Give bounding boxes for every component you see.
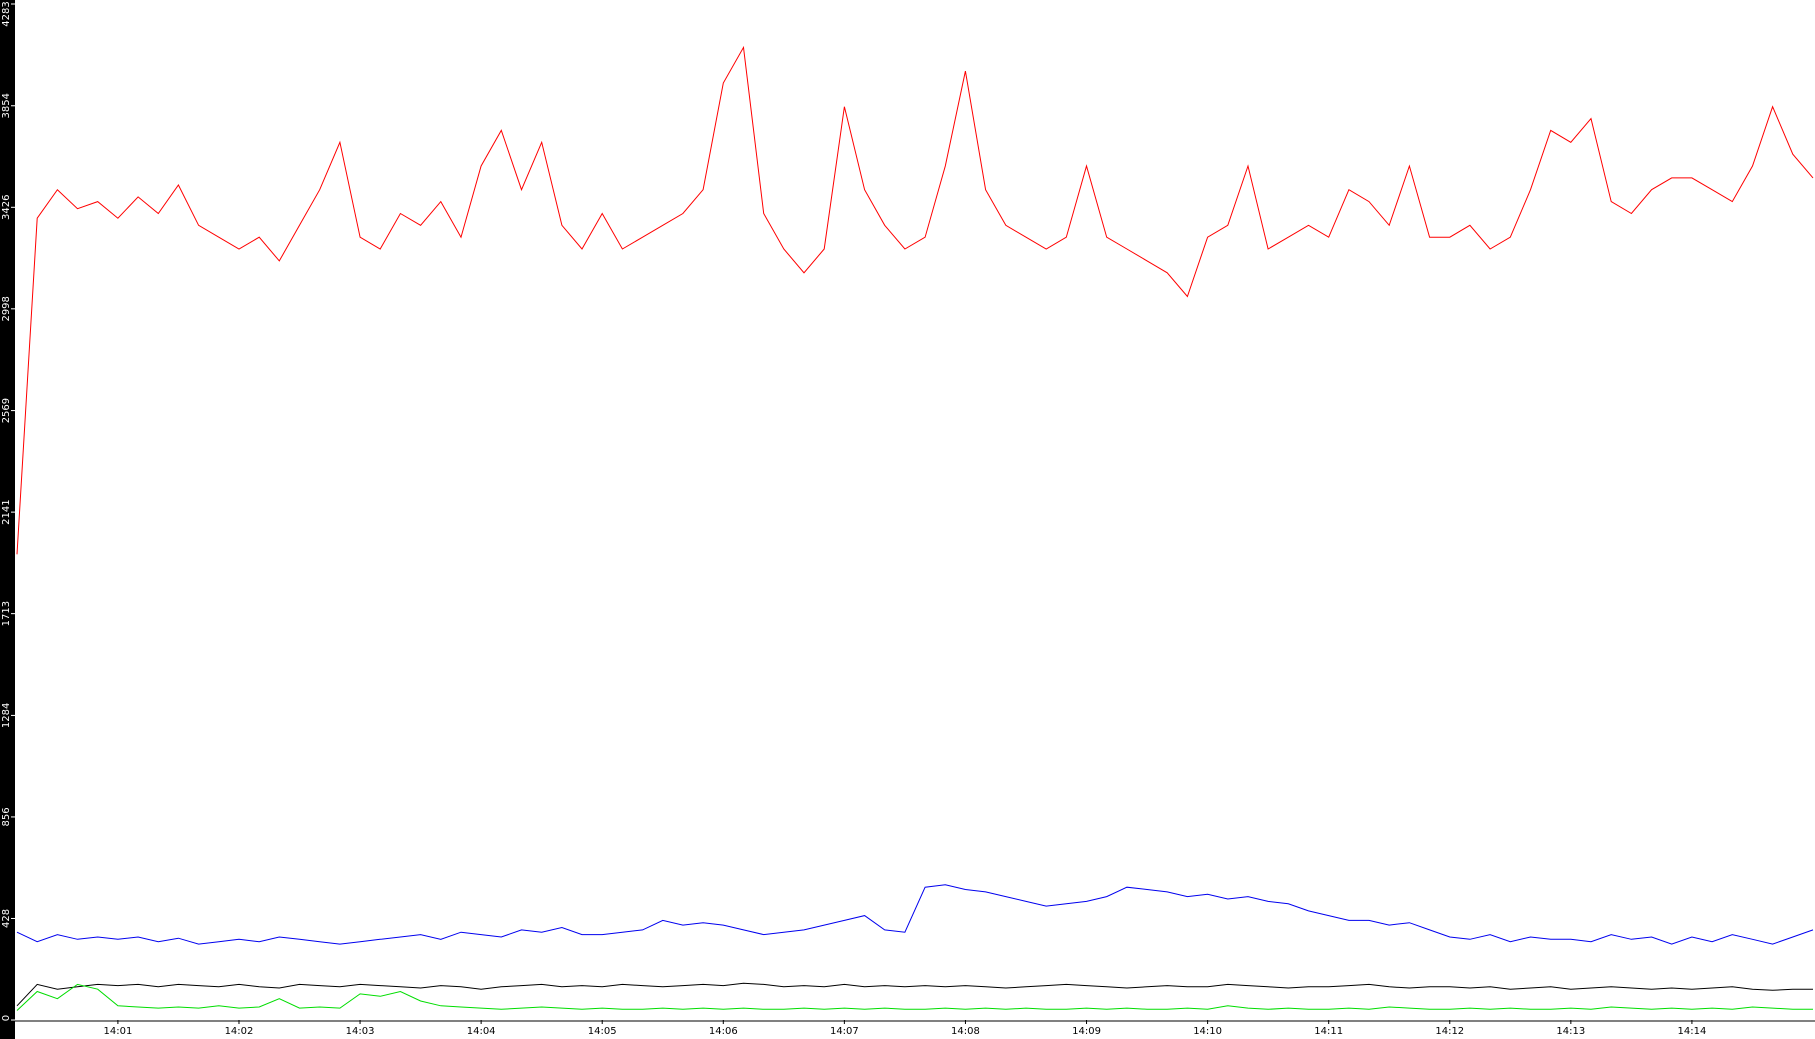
x-tick-label: 14:09 xyxy=(1072,1026,1101,1037)
y-tick-label: 3426 xyxy=(1,195,12,220)
y-tick-label: 4283 xyxy=(1,1,12,26)
x-tick-label: 14:08 xyxy=(951,1026,980,1037)
y-tick-label: 1284 xyxy=(1,703,12,728)
x-tick-label: 14:04 xyxy=(467,1026,496,1037)
y-tick-label: 428 xyxy=(1,909,12,928)
series-line xyxy=(16,983,1813,1011)
x-tick-label: 14:01 xyxy=(103,1026,132,1037)
y-tick-label: 1713 xyxy=(1,601,12,626)
x-tick-label: 14:06 xyxy=(709,1026,738,1037)
series-line xyxy=(16,45,1814,555)
x-tick-label: 14:14 xyxy=(1678,1026,1707,1037)
x-tick-label: 14:02 xyxy=(225,1026,254,1037)
y-tick-label: 3854 xyxy=(1,93,12,118)
x-tick-label: 14:11 xyxy=(1314,1026,1343,1037)
x-tick-label: 14:12 xyxy=(1435,1026,1464,1037)
x-tick-label: 14:05 xyxy=(588,1026,617,1037)
series-line xyxy=(16,884,1814,945)
x-tick-label: 14:13 xyxy=(1556,1026,1585,1037)
series-line xyxy=(16,982,1813,1007)
y-tick-label: 0 xyxy=(1,1015,12,1021)
x-tick-label: 14:03 xyxy=(346,1026,375,1037)
y-axis-strip xyxy=(0,0,15,1039)
x-tick-label: 14:10 xyxy=(1193,1026,1222,1037)
y-tick-label: 2141 xyxy=(1,499,12,524)
y-tick-label: 856 xyxy=(1,807,12,826)
y-tick-label: 2569 xyxy=(1,398,12,423)
y-tick-label: 2998 xyxy=(1,296,12,321)
x-tick-label: 14:07 xyxy=(830,1026,859,1037)
